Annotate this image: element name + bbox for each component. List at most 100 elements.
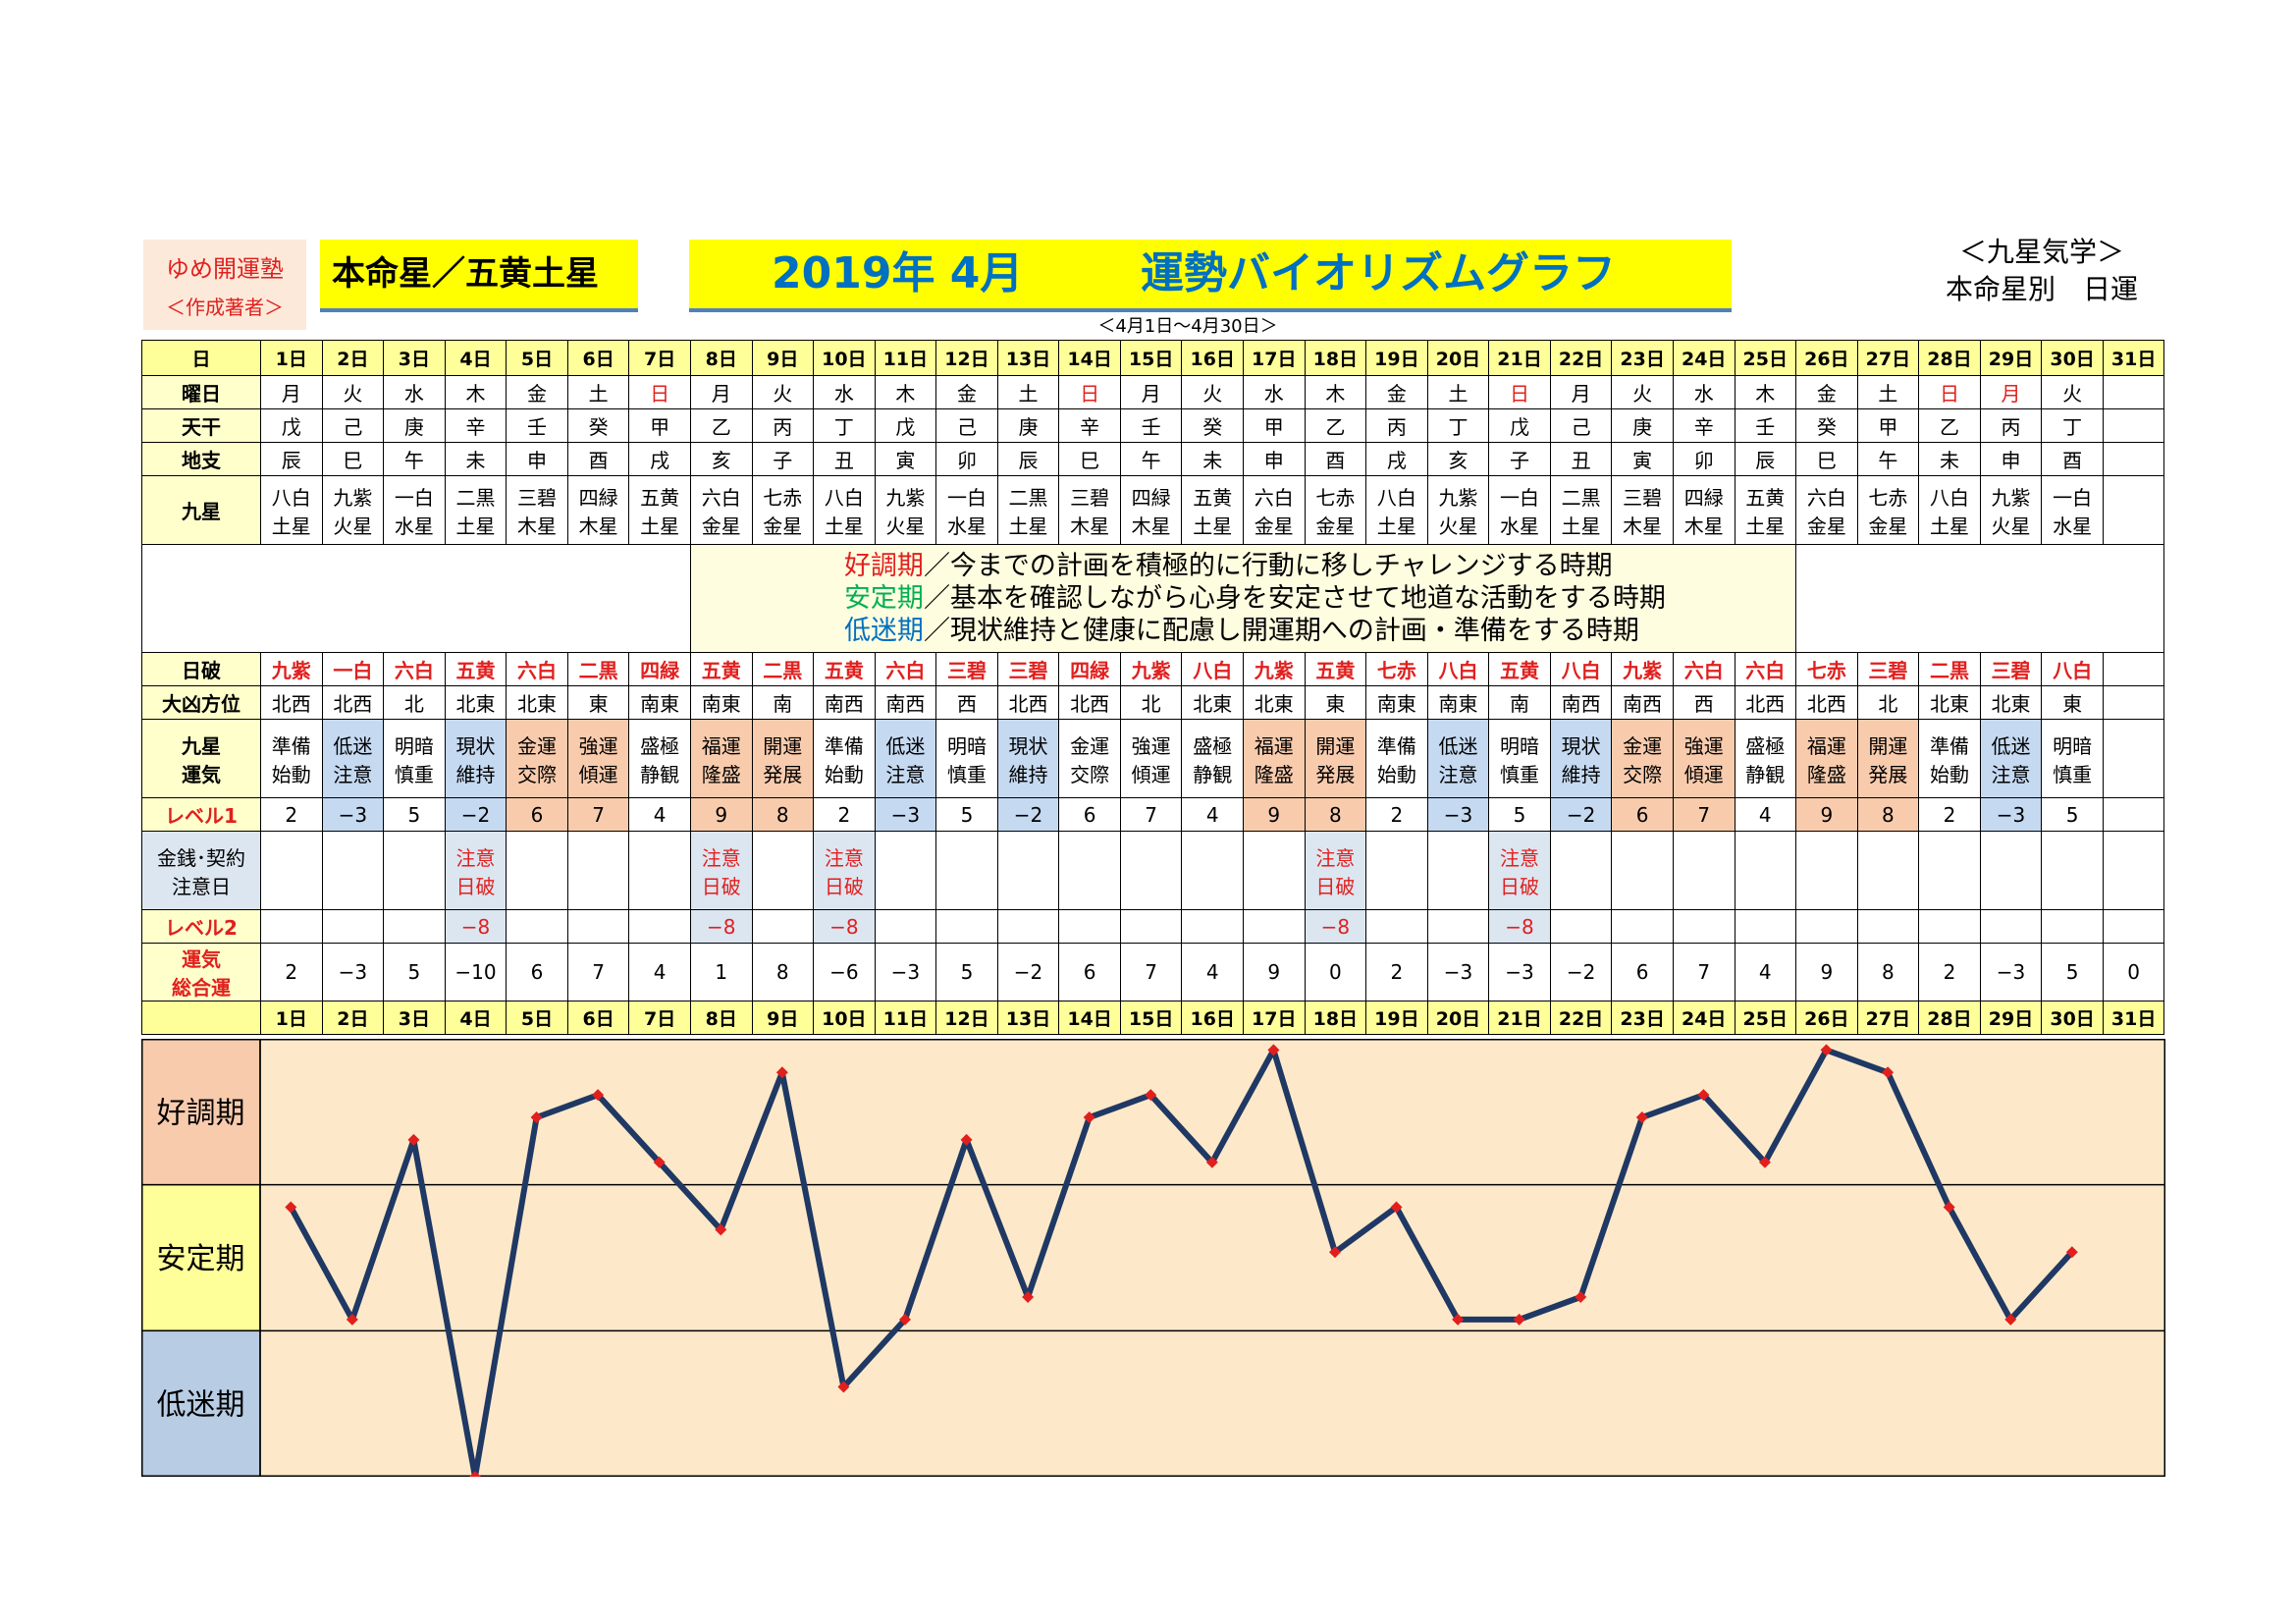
direction-value: 北東 — [1929, 692, 1969, 716]
nichiha-cell: 三碧 — [935, 652, 998, 686]
weekday-cell: 木 — [1304, 375, 1367, 409]
level1-cell: 5 — [935, 797, 998, 832]
day-bottom-value: 29日 — [1988, 1008, 2034, 1030]
data-point — [1697, 1089, 1710, 1102]
weekday-value: 土 — [588, 382, 609, 406]
money-label-text-2: 注意日 — [172, 874, 231, 898]
total-value: −2 — [1013, 960, 1043, 984]
legend-box: 好調期／今までの計画を積極的に行動に移しチャレンジする時期 安定期／基本を確認しな… — [689, 544, 1797, 653]
level1-value: 6 — [1083, 802, 1096, 827]
direction-cell: 南西 — [1549, 685, 1613, 720]
level2-cell: −8 — [444, 909, 507, 944]
direction-value: 北東 — [455, 692, 496, 716]
day-bottom-value: 28日 — [1927, 1008, 1972, 1030]
day-value: 22日 — [1558, 349, 1604, 370]
direction-cell: 西 — [935, 685, 998, 720]
nichiha-cell: 五黄 — [1488, 652, 1551, 686]
level1-cell: 6 — [1058, 797, 1121, 832]
chishi-cell: 午 — [1856, 442, 1920, 476]
kiun-value: 静観 — [1193, 762, 1233, 786]
day-cell: 6日 — [566, 340, 630, 376]
direction-cell: 南東 — [1426, 685, 1490, 720]
weekday-cell: 水 — [383, 375, 446, 409]
day-value: 15日 — [1128, 349, 1174, 370]
weekday-value: 木 — [465, 382, 486, 406]
kiun-value: 準備 — [824, 733, 864, 758]
level2-cell — [1856, 909, 1920, 944]
weekday-value: 木 — [1325, 382, 1346, 406]
tenkan-value: 癸 — [1816, 415, 1837, 439]
money-cell — [1979, 831, 2043, 910]
level1-cell: 2 — [813, 797, 876, 832]
tenkan-cell: 丁 — [813, 408, 876, 443]
kyusei-value: 土星 — [1929, 514, 1969, 538]
total-value: −3 — [890, 960, 921, 984]
level2-cell — [1979, 909, 2043, 944]
day-bottom-cell: 26日 — [1795, 1001, 1858, 1035]
kyusei-value: 四緑 — [1131, 485, 1171, 510]
level1-cell: 8 — [1856, 797, 1920, 832]
day-value: 29日 — [1988, 349, 2034, 370]
tenkan-cell: 甲 — [1243, 408, 1306, 443]
total-value: 6 — [1083, 960, 1096, 984]
day-bottom-value: 5日 — [520, 1008, 554, 1030]
kiun-value: 注意 — [1438, 762, 1478, 786]
tenkan-cell: 己 — [1549, 408, 1613, 443]
money-cell — [1426, 831, 1490, 910]
weekday-value: 木 — [895, 382, 916, 406]
kiun-value: 傾運 — [578, 762, 618, 786]
tenkan-value: 壬 — [1141, 415, 1161, 439]
level2-cell: −8 — [689, 909, 753, 944]
tenkan-cell: 戊 — [1488, 408, 1551, 443]
data-point — [775, 1066, 788, 1079]
level1-value: 5 — [960, 802, 974, 827]
direction-cell: 南東 — [1365, 685, 1428, 720]
kiun-cell: 福運 隆盛 — [689, 719, 753, 798]
direction-row: 大凶方位 北西 北西北北東 北東東南東 南東南南西 南西西北西 北西北北東 北東東南東 南東南南… — [141, 685, 2165, 720]
money-cell — [751, 831, 815, 910]
kyusei-value: 八白 — [1929, 485, 1969, 510]
chishi-cell: 午 — [383, 442, 446, 476]
level2-label-text-1: レベル2 — [165, 916, 238, 940]
money-label: 金銭･契約 注意日 — [141, 831, 261, 910]
kiun-value: 維持 — [1561, 762, 1601, 786]
legend-text: ／基本を確認しながら心身を安定させて地道な活動をする時期 — [923, 583, 1666, 614]
level2-value: −8 — [1320, 914, 1351, 939]
money-value: 日破 — [455, 874, 496, 898]
kiun-value: 慎重 — [946, 762, 987, 786]
tenkan-cell: 己 — [321, 408, 385, 443]
weekday-cell: 土 — [566, 375, 630, 409]
total-cell: −3 — [1979, 943, 2043, 1001]
day-bottom-value: 27日 — [1865, 1008, 1911, 1030]
day-cell: 31日 — [2102, 340, 2165, 376]
nichiha-value: 八白 — [1438, 659, 1478, 682]
day-value: 26日 — [1804, 349, 1849, 370]
day-bottom-value: 3日 — [398, 1008, 431, 1030]
band-label-box — [141, 1329, 261, 1477]
kiun-cell: 低迷 注意 — [1979, 719, 2043, 798]
weekday-value: 金 — [956, 382, 977, 406]
kyusei-value: 一白 — [2053, 485, 2093, 510]
weekday-cell: 土 — [996, 375, 1060, 409]
level1-cell: −2 — [1549, 797, 1613, 832]
direction-value: 西 — [1693, 692, 1714, 716]
level2-cell — [1734, 909, 1797, 944]
chishi-value: 酉 — [2062, 449, 2083, 472]
plot-background — [260, 1039, 2164, 1477]
chishi-cell: 丑 — [1549, 442, 1613, 476]
level1-cell: 8 — [1304, 797, 1367, 832]
chishi-value: 亥 — [1448, 449, 1468, 472]
kiun-value: 準備 — [271, 733, 311, 758]
day-bottom-cell: 7日 — [628, 1001, 691, 1035]
level1-value: 5 — [1513, 802, 1526, 827]
day-cell: 20日 — [1426, 340, 1490, 376]
money-cell — [1918, 831, 1981, 910]
tenkan-cell: 甲 — [1856, 408, 1920, 443]
total-value: 7 — [592, 960, 605, 984]
day-bottom-row: 1日 2日 3日 4日 5日 6日 7日 8日 9日 10日 11日 12日 13日 14日 15日 16日 1… — [141, 1001, 2165, 1035]
kiun-cell: 明暗 慎重 — [1488, 719, 1551, 798]
day-bottom-value: 19日 — [1374, 1008, 1419, 1030]
money-cell — [1856, 831, 1920, 910]
kiun-cell: 盛極 静観 — [628, 719, 691, 798]
